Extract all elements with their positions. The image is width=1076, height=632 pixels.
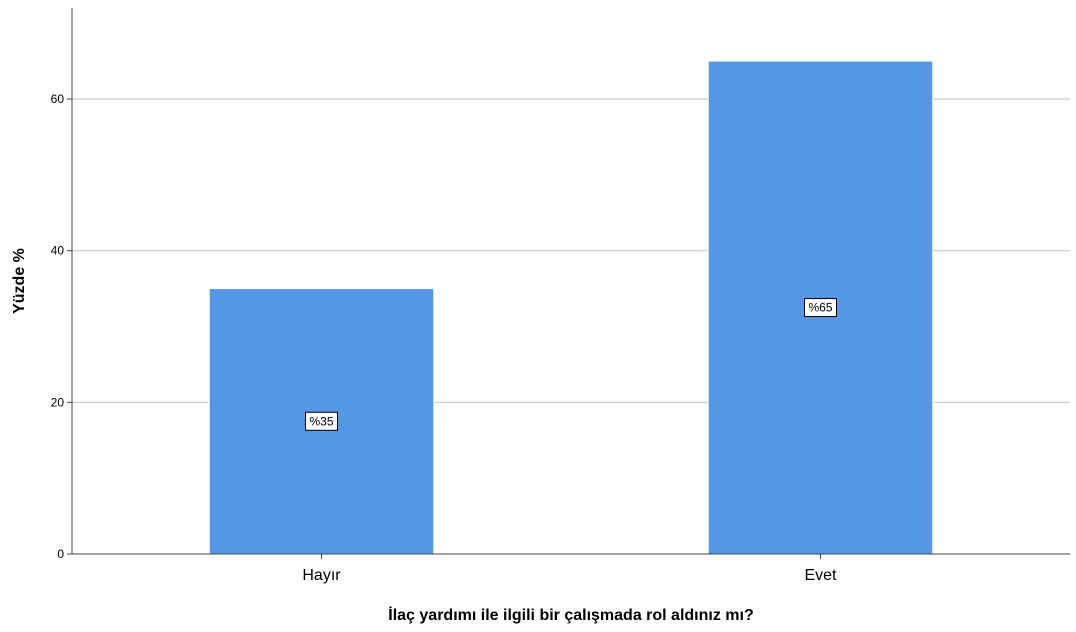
y-ticks: 0 20 40 60 — [51, 92, 72, 561]
data-label-0: %35 — [309, 414, 333, 428]
x-tick-label-1: Evet — [804, 567, 837, 584]
data-label-1: %65 — [808, 301, 832, 315]
data-label-box-1 — [804, 298, 837, 318]
x-ticks: Hayır Evet — [302, 554, 837, 584]
y-tick-label-3: 60 — [51, 92, 65, 106]
y-tick-label-0: 0 — [57, 547, 64, 561]
y-tick-label-2: 40 — [51, 244, 65, 258]
y-tick-label-1: 20 — [51, 395, 65, 409]
data-label-box-0 — [305, 411, 338, 431]
x-axis-title: İlaç yardımı ile ilgili bir çalışmada ro… — [388, 606, 753, 624]
y-axis-title: Yüzde % — [11, 248, 28, 314]
data-labels: %35 %65 — [305, 298, 837, 431]
x-tick-label-0: Hayır — [302, 567, 341, 584]
